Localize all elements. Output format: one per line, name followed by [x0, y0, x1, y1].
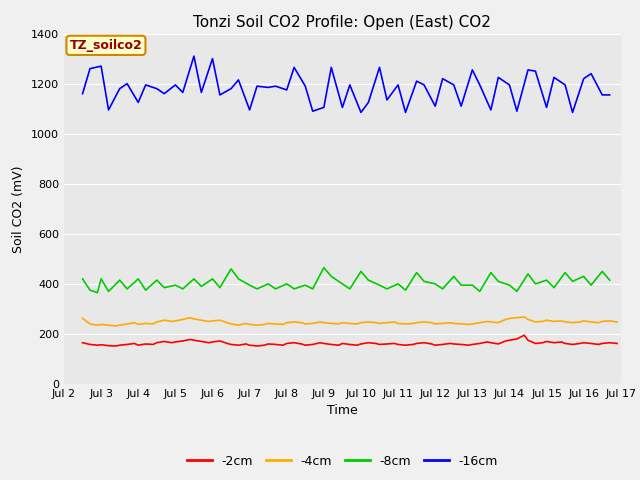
-16cm: [588, 71, 595, 76]
-2cm: [613, 341, 621, 347]
-16cm: [606, 92, 614, 98]
X-axis label: Time: Time: [327, 405, 358, 418]
-16cm: [209, 56, 216, 61]
-4cm: [112, 323, 120, 329]
-2cm: [520, 332, 528, 338]
-8cm: [365, 277, 372, 283]
-8cm: [79, 276, 86, 282]
-16cm: [543, 105, 550, 110]
-16cm: [190, 53, 198, 59]
-8cm: [216, 285, 224, 290]
-8cm: [97, 276, 105, 282]
Line: -4cm: -4cm: [83, 317, 617, 326]
-2cm: [205, 340, 212, 346]
Y-axis label: Soil CO2 (mV): Soil CO2 (mV): [12, 165, 26, 252]
-16cm: [79, 91, 86, 96]
-4cm: [520, 314, 528, 320]
-4cm: [205, 319, 212, 324]
Legend: -2cm, -4cm, -8cm, -16cm: -2cm, -4cm, -8cm, -16cm: [182, 450, 503, 473]
-8cm: [93, 290, 101, 296]
-8cm: [606, 277, 614, 283]
Line: -16cm: -16cm: [83, 56, 610, 112]
Line: -2cm: -2cm: [83, 335, 617, 346]
-4cm: [172, 318, 179, 324]
-2cm: [172, 339, 179, 345]
-2cm: [79, 340, 86, 346]
-8cm: [134, 276, 142, 282]
-4cm: [353, 321, 361, 327]
-4cm: [613, 319, 621, 325]
-16cm: [216, 92, 224, 98]
-2cm: [242, 341, 250, 347]
-4cm: [309, 321, 317, 326]
-4cm: [524, 316, 532, 322]
-2cm: [353, 342, 361, 348]
Line: -8cm: -8cm: [83, 268, 610, 293]
-4cm: [79, 315, 86, 321]
-8cm: [320, 265, 328, 271]
-8cm: [161, 285, 168, 290]
Text: TZ_soilco2: TZ_soilco2: [70, 39, 142, 52]
-2cm: [309, 342, 317, 348]
-8cm: [476, 288, 484, 294]
Title: Tonzi Soil CO2 Profile: Open (East) CO2: Tonzi Soil CO2 Profile: Open (East) CO2: [193, 15, 492, 30]
-16cm: [450, 82, 458, 88]
-2cm: [524, 337, 532, 343]
-16cm: [487, 107, 495, 113]
-2cm: [112, 343, 120, 349]
-16cm: [357, 109, 365, 115]
-4cm: [242, 321, 250, 326]
